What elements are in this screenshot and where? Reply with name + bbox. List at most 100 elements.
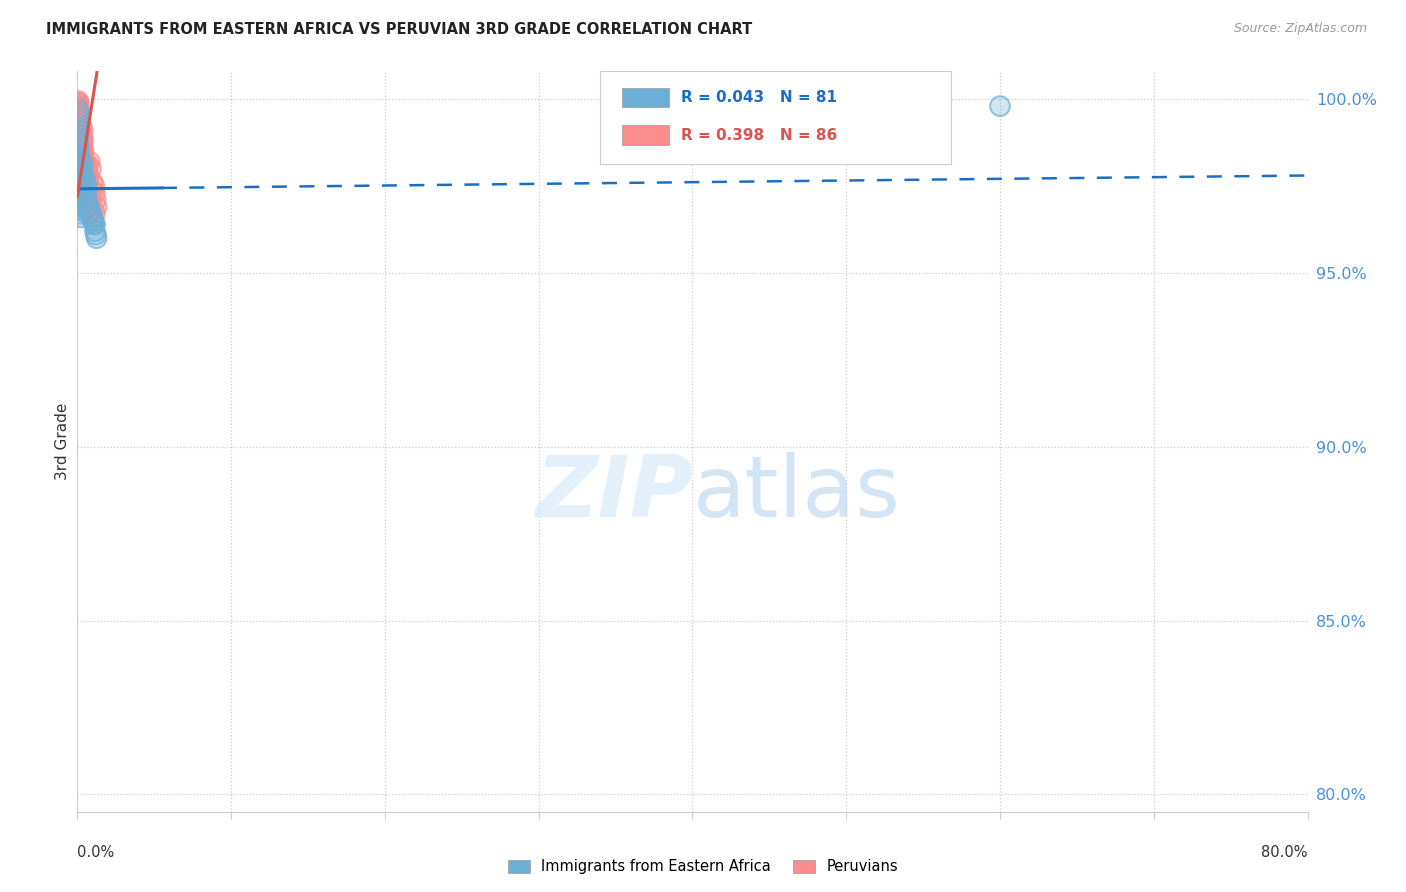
Text: R = 0.043   N = 81: R = 0.043 N = 81 <box>682 90 838 104</box>
Point <box>67 176 90 190</box>
Point <box>66 125 89 139</box>
Point <box>72 148 94 162</box>
Point <box>67 196 90 211</box>
Point <box>67 113 90 128</box>
Point <box>72 169 94 183</box>
Point <box>70 193 93 207</box>
Point <box>72 179 94 194</box>
Point <box>69 172 91 186</box>
Point <box>70 203 93 218</box>
Point <box>67 174 90 188</box>
Text: 80.0%: 80.0% <box>1261 845 1308 860</box>
Point <box>66 156 89 170</box>
Point <box>69 130 91 145</box>
Point <box>84 186 107 200</box>
Point <box>66 128 89 143</box>
Point <box>72 176 94 190</box>
Point <box>72 158 94 172</box>
Point <box>76 193 98 207</box>
Point <box>79 154 101 169</box>
Point <box>66 181 89 195</box>
Point <box>67 154 90 169</box>
Point <box>82 176 104 190</box>
Point <box>75 165 97 179</box>
Point <box>66 136 89 150</box>
Point <box>66 167 89 181</box>
Point <box>66 115 89 129</box>
Point <box>66 101 89 115</box>
Point <box>67 145 90 159</box>
Point <box>67 161 90 176</box>
Point <box>66 113 89 128</box>
Point <box>67 154 90 169</box>
Point <box>67 127 90 141</box>
Point <box>66 161 89 176</box>
Point <box>67 163 90 178</box>
Point <box>77 200 100 214</box>
Point <box>67 158 90 172</box>
Point <box>67 143 90 157</box>
Point <box>67 165 90 179</box>
Y-axis label: 3rd Grade: 3rd Grade <box>55 403 70 480</box>
Point <box>67 94 90 108</box>
Point <box>66 179 89 194</box>
Point <box>70 211 93 225</box>
Text: atlas: atlas <box>693 452 900 535</box>
Point <box>66 113 89 128</box>
Point <box>72 176 94 190</box>
Point <box>69 182 91 196</box>
Point <box>67 121 90 136</box>
Point <box>67 137 90 152</box>
Point <box>86 200 108 214</box>
Point <box>66 123 89 137</box>
Point <box>69 200 91 214</box>
Point <box>66 134 89 148</box>
Point <box>67 121 90 136</box>
FancyBboxPatch shape <box>600 71 950 164</box>
Point <box>70 120 93 134</box>
Point <box>69 141 91 155</box>
Point <box>70 154 93 169</box>
Text: IMMIGRANTS FROM EASTERN AFRICA VS PERUVIAN 3RD GRADE CORRELATION CHART: IMMIGRANTS FROM EASTERN AFRICA VS PERUVI… <box>46 22 752 37</box>
Point <box>72 145 94 159</box>
Point <box>75 179 97 194</box>
Point <box>66 99 89 113</box>
Point <box>75 193 97 207</box>
Point <box>67 143 90 157</box>
Point <box>66 95 89 110</box>
Point <box>66 130 89 145</box>
Point <box>80 207 103 221</box>
Point <box>69 137 91 152</box>
Point <box>67 103 90 117</box>
Point <box>80 182 103 196</box>
Point <box>66 125 89 139</box>
Point <box>76 161 98 176</box>
Point <box>72 179 94 194</box>
Point <box>66 103 89 117</box>
Point <box>66 189 89 203</box>
Point <box>67 106 90 120</box>
Point <box>66 137 89 152</box>
Point <box>72 134 94 148</box>
Point <box>66 149 89 163</box>
Point <box>73 172 96 186</box>
Point <box>70 154 93 169</box>
Point <box>75 165 97 179</box>
Point <box>77 158 100 172</box>
Point <box>82 176 104 190</box>
Point <box>82 214 104 228</box>
Point <box>72 141 94 155</box>
Point <box>86 231 108 245</box>
Point <box>86 231 108 245</box>
Point <box>80 189 103 203</box>
Point <box>70 161 93 176</box>
Point <box>67 132 90 146</box>
Point <box>70 145 93 159</box>
Point <box>73 169 96 183</box>
Point <box>76 161 98 176</box>
Point <box>75 161 97 176</box>
Text: ZIP: ZIP <box>534 452 693 535</box>
Point <box>67 95 90 110</box>
Point <box>66 115 89 129</box>
Point <box>72 148 94 162</box>
